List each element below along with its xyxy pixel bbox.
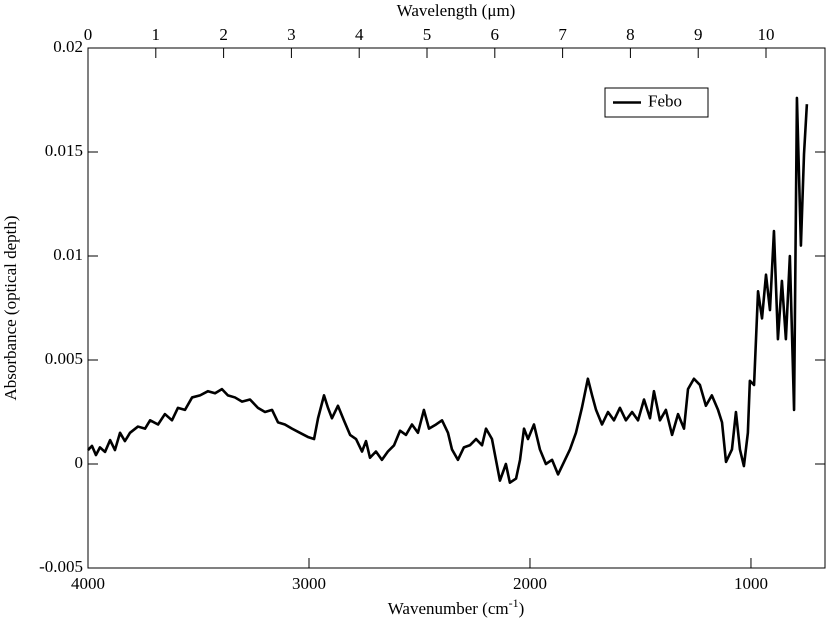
x2-tick-label: 7 (558, 25, 567, 44)
x2-tick-label: 5 (423, 25, 432, 44)
x-axis-title: Wavenumber (cm-1) (388, 596, 525, 618)
y-tick-label: 0 (75, 453, 84, 472)
x-tick-label: 2000 (513, 574, 547, 593)
x-tick-label: 4000 (71, 574, 105, 593)
y-tick-label: -0.005 (39, 557, 83, 576)
x2-tick-label: 3 (287, 25, 296, 44)
x-axis-title-suffix: ) (519, 599, 525, 618)
x-tick-label: 1000 (734, 574, 768, 593)
y-tick-label: 0.005 (45, 349, 83, 368)
data-line (87, 96, 809, 485)
x-axis-title-sup: -1 (509, 596, 519, 610)
x2-tick-label: 10 (758, 25, 775, 44)
x-tick-label: 3000 (292, 574, 326, 593)
y-tick-label: 0.02 (53, 37, 83, 56)
x2-axis-title: Wavelength (μm) (397, 1, 516, 20)
x2-tick-label: 6 (491, 25, 500, 44)
x2-tick-label: 2 (219, 25, 228, 44)
x2-tick-label: 9 (694, 25, 703, 44)
x2-tick-label: 4 (355, 25, 364, 44)
y-axis-title: Absorbance (optical depth) (1, 215, 20, 400)
x2-tick-label: 8 (626, 25, 635, 44)
x2-tick-label: 0 (84, 25, 93, 44)
y-tick-label: 0.01 (53, 245, 83, 264)
x2-tick-label: 1 (152, 25, 161, 44)
legend-label: Febo (648, 91, 682, 110)
x-axis-title-text: Wavenumber (cm (388, 599, 509, 618)
plot-frame (87, 47, 826, 569)
y-tick-label: 0.015 (45, 141, 83, 160)
